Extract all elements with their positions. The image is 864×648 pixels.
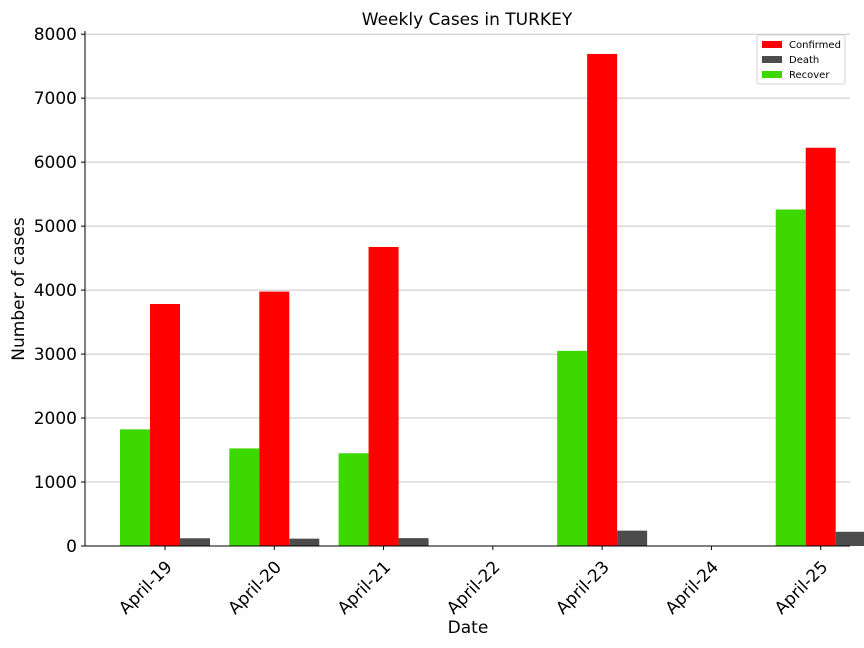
chart-title: Weekly Cases in TURKEY bbox=[362, 10, 573, 30]
legend-swatch-confirmed bbox=[762, 41, 782, 48]
bars bbox=[120, 53, 864, 547]
bar-confirmed bbox=[150, 303, 180, 546]
y-tick-label: 2000 bbox=[34, 409, 77, 429]
x-tick-label: April-25 bbox=[771, 557, 832, 618]
y-tick-label: 5000 bbox=[34, 217, 77, 237]
x-tick-label: April-21 bbox=[334, 557, 395, 618]
bar-confirmed bbox=[805, 147, 836, 547]
bar-death bbox=[398, 538, 429, 546]
legend: Confirmed Death Recover bbox=[756, 34, 846, 85]
legend-swatch-death bbox=[762, 56, 782, 63]
bar-confirmed bbox=[259, 291, 290, 546]
y-axis-label: Number of cases bbox=[9, 217, 29, 361]
legend-label-death: Death bbox=[789, 55, 819, 66]
bar-death bbox=[180, 538, 210, 546]
y-tick-label: 1000 bbox=[34, 473, 77, 493]
bar-death bbox=[617, 530, 648, 546]
y-tick-label: 0 bbox=[66, 537, 77, 557]
x-tick-label: April-24 bbox=[662, 557, 723, 618]
legend-label-confirmed: Confirmed bbox=[789, 40, 841, 51]
legend-swatch-recover bbox=[762, 71, 782, 78]
x-tick-label: April-19 bbox=[115, 557, 176, 618]
y-axis-ticks: 0 1000 2000 3000 4000 5000 6000 7000 8000 bbox=[34, 25, 85, 557]
x-tick-label: April-22 bbox=[443, 557, 504, 618]
bar-recover bbox=[338, 453, 369, 546]
y-tick-label: 7000 bbox=[34, 89, 77, 109]
bar-confirmed bbox=[368, 246, 399, 547]
y-tick-label: 4000 bbox=[34, 281, 77, 301]
x-tick-label: April-23 bbox=[552, 557, 613, 618]
bar-recover bbox=[775, 209, 806, 547]
x-axis-label: Date bbox=[448, 618, 489, 638]
x-tick-label: April-20 bbox=[225, 557, 286, 618]
bar-recover bbox=[557, 350, 588, 546]
bar-death bbox=[289, 538, 320, 546]
bar-recover bbox=[229, 448, 260, 546]
y-tick-label: 8000 bbox=[34, 25, 77, 45]
gridlines bbox=[85, 33, 850, 547]
y-tick-label: 3000 bbox=[34, 345, 77, 365]
bar-confirmed bbox=[587, 53, 618, 547]
legend-label-recover: Recover bbox=[789, 70, 830, 81]
y-tick-label: 6000 bbox=[34, 153, 77, 173]
x-axis-ticks: April-19 April-20 April-21 April-22 April-23… bbox=[115, 546, 832, 619]
bar-death bbox=[835, 531, 864, 546]
bar-recover bbox=[120, 429, 150, 546]
